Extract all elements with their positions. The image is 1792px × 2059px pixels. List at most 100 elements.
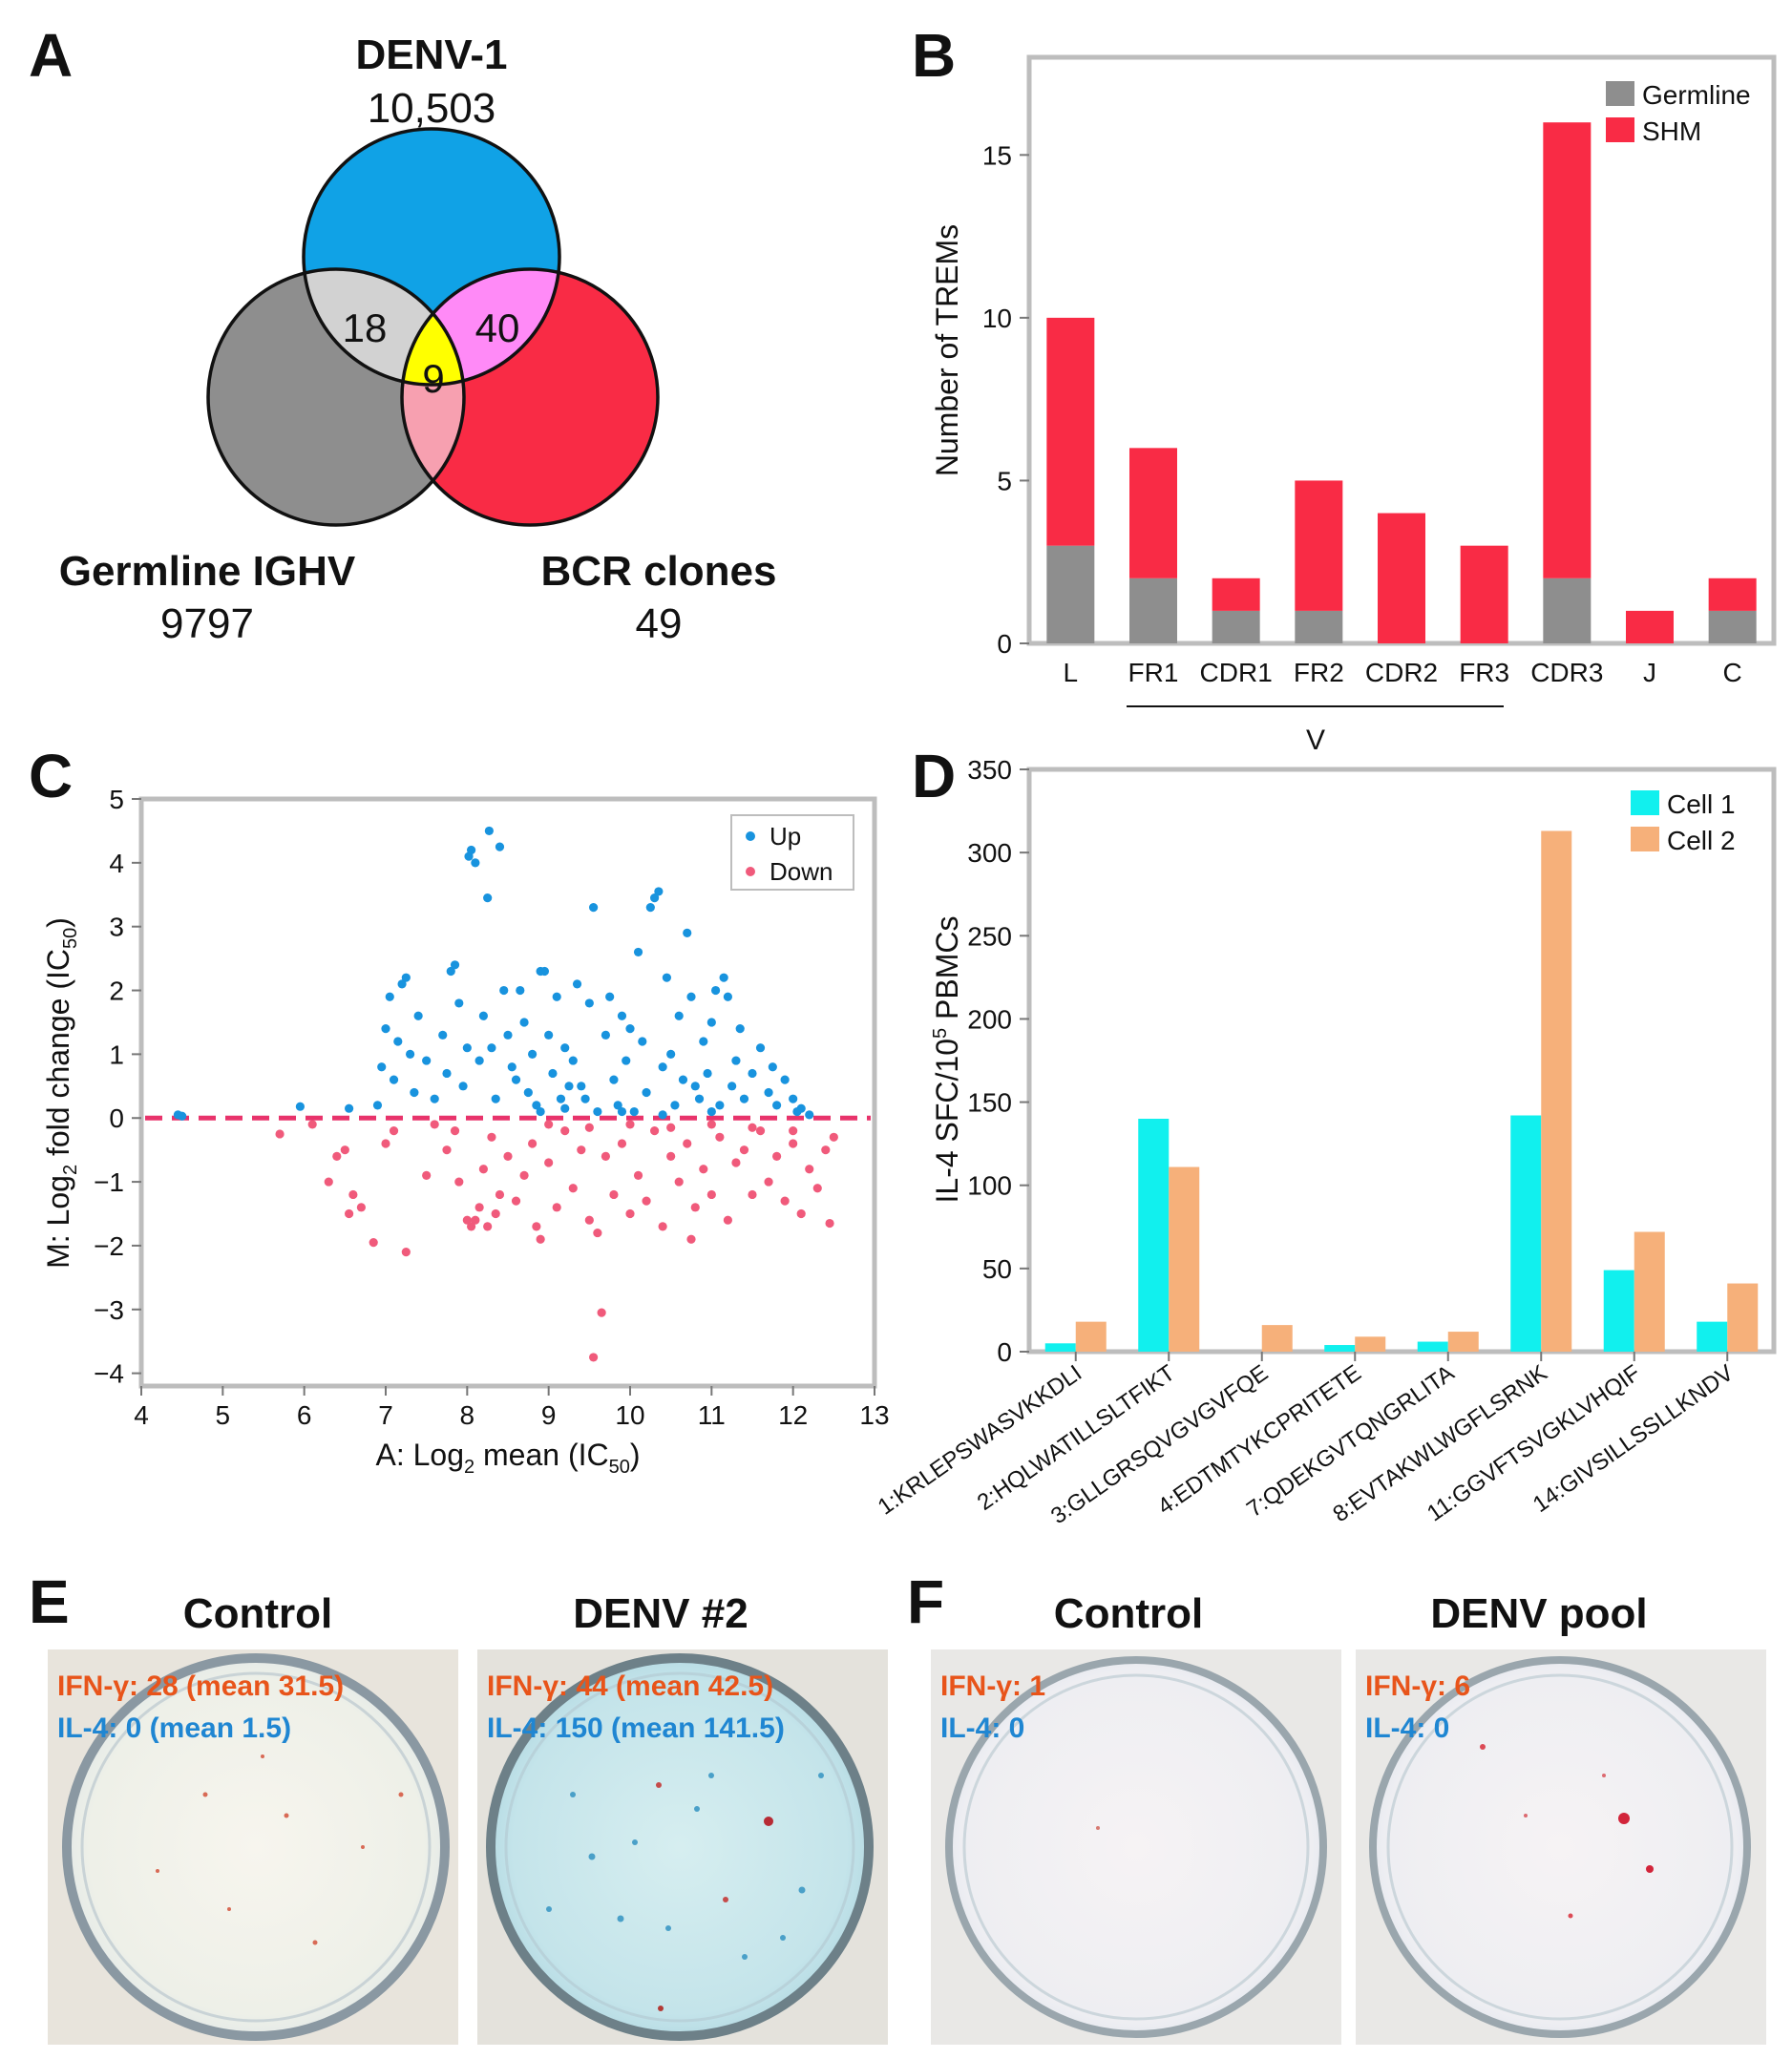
- chart-b-xtick-label: C: [1723, 658, 1742, 687]
- chart-c-point-up: [372, 1101, 383, 1110]
- chart-c-ylabel: M: Log2 fold change (IC50): [41, 917, 81, 1269]
- panel-letter-d: D: [912, 742, 956, 810]
- chart-c-point-up: [471, 858, 480, 868]
- chart-c-point-down: [275, 1129, 285, 1139]
- chart-c-point-up: [491, 1094, 500, 1103]
- chart-d-ytick-label: 0: [997, 1337, 1012, 1367]
- chart-c-point-up: [658, 1110, 667, 1120]
- chart-d-bar-cell1-8: [1697, 1321, 1728, 1352]
- chart-c-ytick-label: −4: [94, 1359, 124, 1389]
- chart-d-ytick-label: 100: [967, 1171, 1012, 1201]
- chart-b-bar-germline-fr2: [1295, 610, 1343, 643]
- venn-count-denv-bcr: 40: [475, 305, 520, 350]
- chart-c-point-up: [613, 1101, 622, 1110]
- panel-e: E Control IFN-γ: 28 (mean 31.5) IL-4: 0 …: [29, 1567, 888, 2045]
- chart-c-point-down: [348, 1189, 358, 1200]
- chart-d-bar-cell2-6: [1541, 830, 1572, 1352]
- chart-b-ylabel: Number of TREMs: [930, 224, 964, 476]
- chart-d-bar-cell2-8: [1727, 1283, 1759, 1352]
- chart-c-point-down: [422, 1170, 432, 1181]
- chart-c-point-up: [699, 1037, 708, 1046]
- chart-c-point-up: [544, 1030, 554, 1040]
- legend-label-down: Down: [770, 857, 833, 886]
- chart-c-point-up: [474, 1056, 484, 1065]
- chart-c-point-up: [556, 1094, 566, 1103]
- chart-d-ytick-label: 350: [967, 755, 1012, 785]
- chart-c-point-down: [829, 1132, 838, 1142]
- chart-c-point-up: [589, 903, 599, 913]
- chart-c-point-down: [536, 1234, 545, 1244]
- chart-c-point-up: [690, 1082, 700, 1091]
- chart-c-point-up: [674, 1011, 684, 1020]
- chart-c-point-down: [625, 1120, 635, 1129]
- panel-letter-f: F: [907, 1567, 944, 1636]
- chart-c-point-down: [401, 1248, 411, 1257]
- chart-c-xtick-label: 11: [698, 1400, 726, 1430]
- chart-c-point-down: [748, 1189, 757, 1200]
- chart-c-point-down: [511, 1196, 521, 1206]
- panel-letter-b: B: [912, 21, 956, 90]
- chart-c-point-down: [609, 1189, 619, 1200]
- chart-c-ytick-label: 3: [109, 913, 124, 942]
- chart-c-ytick-label: −3: [94, 1295, 124, 1325]
- panel-letter-c: C: [29, 742, 73, 810]
- legend-swatch-shm: [1606, 117, 1634, 142]
- chart-d-bar-cell1-7: [1603, 1270, 1634, 1352]
- chart-c-point-up: [487, 1043, 496, 1053]
- chart-c-xtick-label: 6: [297, 1400, 312, 1430]
- chart-c-xtick-label: 9: [541, 1400, 557, 1430]
- chart-c-point-down: [686, 1234, 696, 1244]
- chart-c-point-up: [516, 985, 525, 996]
- dish-f1-il4-count: IL-4: 0: [940, 1712, 1024, 1744]
- chart-c-ytick-label: −1: [94, 1167, 124, 1197]
- chart-c-xtick-label: 5: [216, 1400, 231, 1430]
- chart-d-bar-cell2-4: [1355, 1336, 1386, 1352]
- dish-f1-title: Control: [1054, 1590, 1203, 1637]
- dish-e2-title: DENV #2: [573, 1590, 748, 1637]
- chart-c-point-up: [454, 998, 464, 1008]
- chart-d-ytick-label: 200: [967, 1004, 1012, 1034]
- chart-c-point-up: [458, 1082, 468, 1091]
- chart-b-bar-germline-cdr3: [1543, 578, 1592, 643]
- chart-c-point-down: [699, 1165, 708, 1174]
- chart-c-ytick-label: 1: [109, 1040, 124, 1069]
- dish-e1-spots: [156, 1754, 404, 1945]
- chart-c-point-up: [483, 893, 493, 903]
- chart-b-bar-shm-j: [1626, 610, 1674, 643]
- chart-c-point-up: [389, 1075, 399, 1084]
- chart-c-point-down: [731, 1158, 741, 1167]
- chart-c-point-down: [812, 1184, 822, 1193]
- chart-c-point-down: [519, 1170, 529, 1181]
- chart-c-point-down: [683, 1139, 692, 1148]
- chart-c-point-up: [397, 979, 407, 989]
- chart-d-ytick-label: 150: [967, 1088, 1012, 1118]
- legend-swatch-cell1: [1631, 790, 1659, 815]
- chart-c-point-up: [564, 1082, 574, 1091]
- dish-f2-title: DENV pool: [1430, 1590, 1647, 1637]
- chart-c-point-up: [683, 928, 692, 937]
- chart-b-xtick-label: CDR1: [1200, 658, 1273, 687]
- chart-c-point-up: [536, 1106, 545, 1117]
- chart-c-point-down: [356, 1203, 366, 1212]
- venn-region-denv-bcr: [402, 269, 559, 385]
- chart-c-point-down: [467, 1222, 476, 1231]
- dish-e2-ifn-count: IFN-γ: 44 (mean 42.5): [487, 1670, 773, 1702]
- chart-c-point-up: [796, 1103, 806, 1113]
- legend-marker-down: [746, 867, 755, 876]
- chart-c-point-up: [719, 973, 728, 982]
- chart-d-bars: [1044, 830, 1759, 1352]
- chart-c-frame: [138, 796, 877, 1389]
- chart-c-point-up: [401, 973, 411, 982]
- chart-b-bar-shm-cdr3: [1543, 122, 1592, 578]
- chart-c-point-up: [413, 1011, 423, 1020]
- chart-c-point-up: [694, 1094, 705, 1103]
- chart-c-point-up: [715, 1101, 725, 1110]
- chart-d-category-labels: 1:KRLEPSWASVKKDLI2:HQLWATILLSLTFIKT3:GLL…: [874, 1360, 1739, 1530]
- chart-c-point-up: [711, 985, 721, 996]
- legend-swatch-cell2: [1631, 827, 1659, 851]
- chart-c-point-down: [690, 1203, 700, 1212]
- venn-germline-count: 9797: [160, 600, 254, 647]
- chart-d-ytick-label: 300: [967, 838, 1012, 868]
